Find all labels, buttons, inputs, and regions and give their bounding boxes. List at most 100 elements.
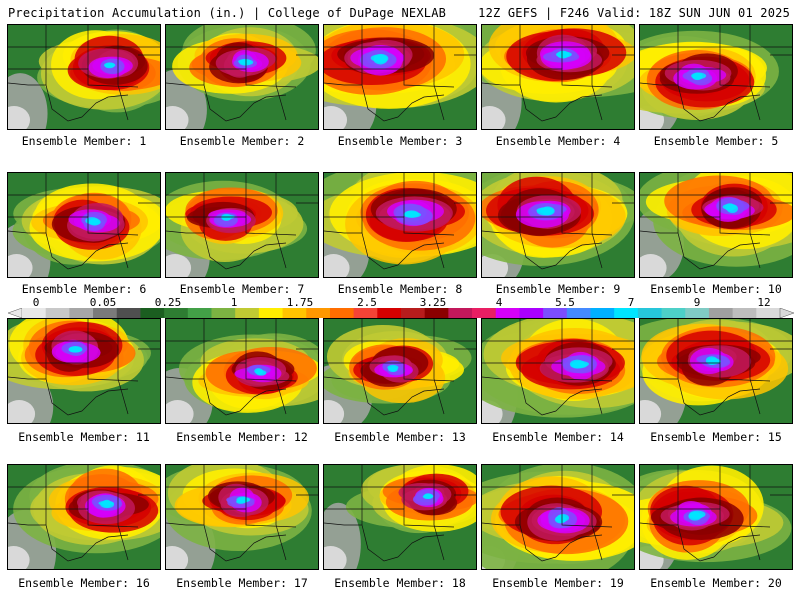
colorbar-swatch [519, 308, 544, 318]
colorbar-tick-label: 3.25 [419, 296, 447, 309]
colorbar-tick-label: 9 [693, 296, 701, 309]
member-map-panel [7, 318, 161, 424]
member-label: Ensemble Member: 7 [179, 282, 305, 296]
member-map-panel [639, 464, 793, 570]
precip-map [640, 25, 792, 129]
member-map-panel [481, 24, 635, 130]
member-map-panel [7, 24, 161, 130]
precip-map [8, 319, 160, 423]
colorbar-swatch [448, 308, 473, 318]
member-map-panel [323, 464, 477, 570]
colorbar-swatch [353, 308, 378, 318]
member-label: Ensemble Member: 18 [334, 576, 466, 590]
member-label: Ensemble Member: 13 [334, 430, 466, 444]
member-map-panel [165, 24, 319, 130]
member-label: Ensemble Member: 19 [492, 576, 624, 590]
member-map-panel [165, 464, 319, 570]
precip-map [166, 173, 318, 277]
colorbar-swatch [732, 308, 757, 318]
precip-map [166, 319, 318, 423]
colorbar-swatch [93, 308, 118, 318]
colorbar-swatch [235, 308, 260, 318]
colorbar-swatch [306, 308, 331, 318]
precip-map [324, 173, 476, 277]
colorbar-swatch [685, 308, 710, 318]
colorbar-swatch [661, 308, 686, 318]
member-map-panel [639, 172, 793, 278]
colorbar-swatch [424, 308, 449, 318]
colorbar-swatch [401, 308, 426, 318]
model-run-info: 12Z GEFS | F246 Valid: 18Z SUN JUN 01 20… [478, 6, 790, 20]
colorbar-swatch [708, 308, 734, 318]
colorbar-swatch [614, 308, 639, 318]
colorbar-swatch [566, 308, 591, 318]
member-label: Ensemble Member: 3 [337, 134, 463, 148]
colorbar-tick-label: 2.5 [357, 296, 377, 309]
member-map-panel [323, 24, 477, 130]
member-label: Ensemble Member: 16 [18, 576, 150, 590]
colorbar-swatch [211, 308, 236, 318]
colorbar-swatch [590, 308, 615, 318]
colorbar-tick-label: 12 [757, 296, 771, 309]
colorbar-swatch [45, 308, 70, 318]
colorbar-swatch [164, 308, 189, 318]
colorbar-tick-label: 5.5 [555, 296, 575, 309]
colorbar-tick-label: 4 [495, 296, 503, 309]
member-label: Ensemble Member: 14 [492, 430, 624, 444]
colorbar-tick-label: 0.25 [154, 296, 182, 309]
precip-map [324, 465, 476, 569]
member-label: Ensemble Member: 9 [495, 282, 621, 296]
colorbar-swatch [543, 308, 568, 318]
colorbar-tick-label: 1.75 [286, 296, 314, 309]
member-map-panel [481, 464, 635, 570]
member-map-panel [323, 172, 477, 278]
colorbar-tick-label: 7 [627, 296, 635, 309]
member-map-panel [7, 464, 161, 570]
member-label: Ensemble Member: 11 [18, 430, 150, 444]
colorbar-swatch [116, 308, 141, 318]
precip-map [640, 465, 792, 569]
member-map-panel [7, 172, 161, 278]
member-label: Ensemble Member: 10 [650, 282, 782, 296]
colorbar-tick-label: 0 [32, 296, 40, 309]
colorbar-swatch [756, 308, 781, 318]
precip-map [640, 173, 792, 277]
member-map-panel [639, 318, 793, 424]
colorbar-min-arrow [8, 308, 23, 318]
colorbar-swatch [258, 308, 284, 318]
member-label: Ensemble Member: 5 [653, 134, 779, 148]
precip-map [8, 465, 160, 569]
precip-map [8, 173, 160, 277]
member-map-panel [165, 318, 319, 424]
colorbar-swatch [377, 308, 402, 318]
colorbar-swatch [187, 308, 212, 318]
precip-map [166, 25, 318, 129]
member-map-panel [481, 172, 635, 278]
member-label: Ensemble Member: 8 [337, 282, 463, 296]
map-title: Precipitation Accumulation (in.) | Colle… [8, 6, 447, 20]
member-label: Ensemble Member: 17 [176, 576, 308, 590]
member-label: Ensemble Member: 20 [650, 576, 782, 590]
precip-map [324, 319, 476, 423]
precip-map [640, 319, 792, 423]
precip-map [324, 25, 476, 129]
member-map-panel [165, 172, 319, 278]
precip-map [166, 465, 318, 569]
colorbar-max-arrow [779, 308, 794, 318]
member-map-panel [639, 24, 793, 130]
colorbar-swatch [140, 308, 165, 318]
colorbar-swatch [472, 308, 497, 318]
member-label: Ensemble Member: 2 [179, 134, 305, 148]
member-map-panel [323, 318, 477, 424]
member-label: Ensemble Member: 15 [650, 430, 782, 444]
member-label: Ensemble Member: 4 [495, 134, 621, 148]
precip-map [482, 173, 634, 277]
member-label: Ensemble Member: 6 [21, 282, 147, 296]
precip-map [482, 25, 634, 129]
member-map-panel [481, 318, 635, 424]
colorbar-swatch [637, 308, 663, 318]
colorbar-swatch [69, 308, 94, 318]
member-label: Ensemble Member: 1 [21, 134, 147, 148]
member-label: Ensemble Member: 12 [176, 430, 308, 444]
precip-map [482, 465, 634, 569]
